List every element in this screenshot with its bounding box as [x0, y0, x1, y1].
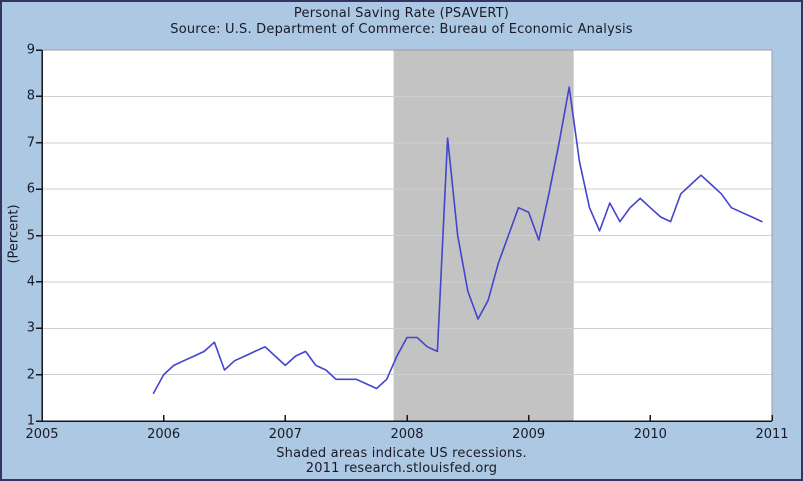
x-tick-label-2006: 2006	[147, 427, 181, 442]
x-tick-label-2007: 2007	[268, 427, 302, 442]
x-tick-label-2010: 2010	[633, 427, 667, 442]
y-tick-label-8: 8	[26, 88, 35, 104]
y-tick-label-4: 4	[26, 274, 35, 290]
title-block: Personal Saving Rate (PSAVERT) Source: U…	[2, 6, 801, 38]
x-tick-label-2008: 2008	[390, 427, 424, 442]
chart-source: Source: U.S. Department of Commerce: Bur…	[170, 22, 633, 37]
y-tick-label-6: 6	[26, 181, 35, 197]
footer-attribution: 2011 research.stlouisfed.org	[305, 461, 498, 476]
y-tick-label-2: 2	[26, 367, 35, 383]
x-tick-label-2011: 2011	[755, 427, 789, 442]
y-tick-label-5: 5	[26, 228, 35, 243]
y-tick-label-9: 9	[26, 42, 35, 58]
data-line-psavert	[152, 86, 763, 395]
y-tick-label-1: 1	[26, 413, 35, 429]
y-tick-label-7: 7	[26, 135, 35, 151]
x-tick-label-2009: 2009	[512, 427, 546, 442]
y-tick-label-3: 3	[26, 320, 35, 336]
chart-title: Personal Saving Rate (PSAVERT)	[293, 6, 510, 21]
footer-note: Shaded areas indicate US recessions.	[276, 446, 527, 461]
x-tick-label-2005: 2005	[25, 427, 59, 442]
footer-block: Shaded areas indicate US recessions. 201…	[2, 446, 801, 476]
